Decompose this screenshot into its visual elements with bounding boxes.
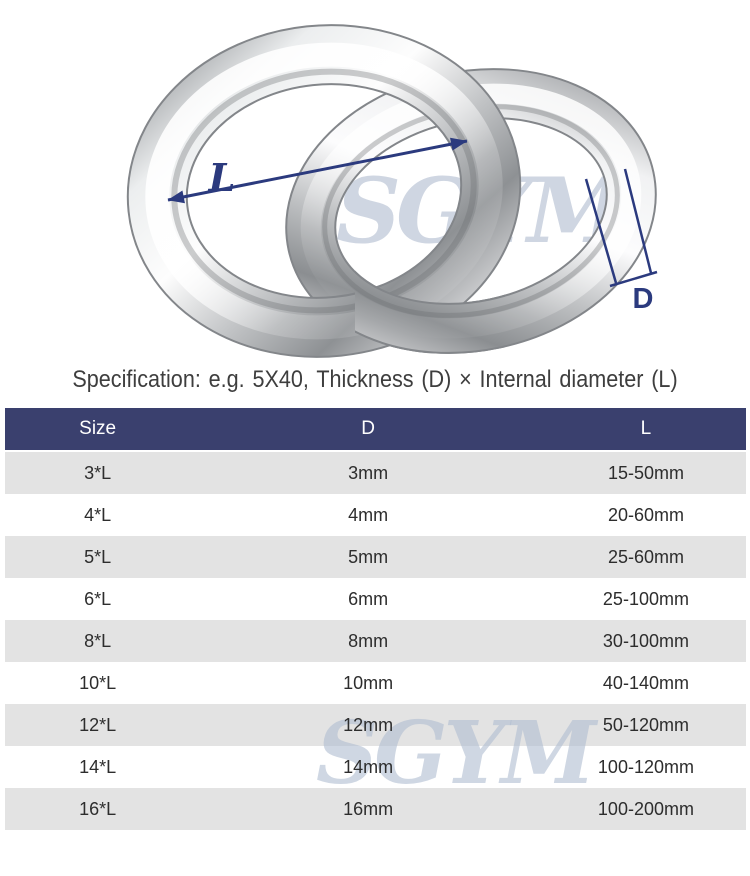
header-cell-l: L: [640, 418, 652, 439]
cell-size: 12*L: [79, 714, 117, 735]
header-cell-d: D: [361, 418, 375, 439]
spec-table: Size D L 3*L 3mm 15-50mm 4*L 4mm 20-60mm…: [5, 408, 746, 830]
table-row: 14*L 14mm 100-120mm: [5, 746, 746, 788]
dim-label-thickness: D: [633, 283, 654, 315]
cell-size: 14*L: [79, 756, 117, 777]
table-row: 5*L 5mm 25-60mm: [5, 536, 746, 578]
header-cell-size: Size: [79, 418, 117, 439]
table-row: 16*L 16mm 100-200mm: [5, 788, 746, 830]
cell-size: 10*L: [79, 672, 117, 693]
internal-diameter-annotation: L: [167, 137, 468, 204]
thickness-line-left: [584, 178, 618, 284]
cell-d: 3mm: [348, 462, 389, 483]
cell-size: 5*L: [84, 546, 112, 567]
diameter-arrow: [167, 137, 468, 204]
cell-l: 15-50mm: [607, 462, 684, 483]
specification-text: Specification: e.g. 5X40, Thickness (D) …: [72, 366, 678, 393]
cell-d: 6mm: [348, 588, 389, 609]
cell-l: 40-140mm: [602, 672, 689, 693]
cell-d: 12mm: [343, 714, 394, 735]
table-row: 8*L 8mm 30-100mm: [5, 620, 746, 662]
cell-l: 20-60mm: [607, 504, 684, 525]
table-body: 3*L 3mm 15-50mm 4*L 4mm 20-60mm 5*L 5mm …: [5, 452, 746, 830]
cell-d: 16mm: [343, 798, 394, 819]
cell-size: 3*L: [84, 462, 112, 483]
cell-d: 10mm: [343, 672, 394, 693]
table-row: 4*L 4mm 20-60mm: [5, 494, 746, 536]
table-row: 12*L 12mm 50-120mm: [5, 704, 746, 746]
cell-d: 4mm: [348, 504, 389, 525]
cell-l: 25-100mm: [602, 588, 689, 609]
thickness-annotation: D: [584, 168, 658, 315]
cell-size: 16*L: [79, 798, 117, 819]
dim-label-internal-diameter: L: [208, 155, 236, 200]
table-row: 10*L 10mm 40-140mm: [5, 662, 746, 704]
product-photo: SGYM: [0, 0, 750, 368]
cell-l: 50-120mm: [602, 714, 689, 735]
cell-d: 8mm: [348, 630, 389, 651]
cell-l: 100-200mm: [597, 798, 694, 819]
thickness-connector-line: [609, 270, 658, 288]
cell-size: 4*L: [84, 504, 112, 525]
table-header: Size D L: [5, 408, 746, 450]
table-row: 6*L 6mm 25-100mm: [5, 578, 746, 620]
cell-d: 5mm: [348, 546, 389, 567]
cell-l: 100-120mm: [597, 756, 694, 777]
cell-l: 25-60mm: [607, 546, 684, 567]
cell-l: 30-100mm: [602, 630, 689, 651]
cell-d: 14mm: [343, 756, 394, 777]
table-row: 3*L 3mm 15-50mm: [5, 452, 746, 494]
thickness-line-right: [623, 168, 653, 274]
cell-size: 8*L: [84, 630, 112, 651]
cell-size: 6*L: [84, 588, 112, 609]
steel-rings-image: L D: [0, 0, 750, 368]
